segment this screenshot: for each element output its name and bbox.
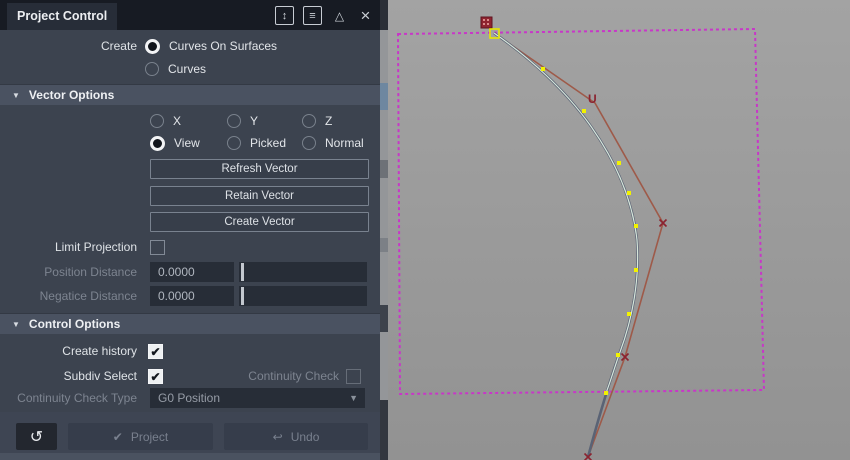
radio-view[interactable]	[150, 135, 165, 151]
retain-vector-button[interactable]: Retain Vector	[150, 186, 369, 206]
negative-distance-input[interactable]: 0.0000	[150, 286, 234, 306]
background-ui-strip	[380, 0, 388, 460]
project-control-panel: Project Control ↕ ≡ △ × Create Curves On…	[0, 0, 380, 460]
position-distance-label: Position Distance	[44, 265, 137, 279]
control-options-title: Control Options	[28, 317, 121, 331]
negative-distance-slider[interactable]	[239, 286, 367, 306]
create-label: Create	[100, 39, 137, 53]
panel-titlebar[interactable]: Project Control ↕ ≡ △ ×	[0, 0, 380, 30]
section-vector-options[interactable]: ▼ Vector Options	[0, 84, 380, 105]
radio-curves-on-surfaces[interactable]	[145, 38, 160, 54]
undo-icon: ↩	[272, 429, 283, 444]
close-icon[interactable]: ×	[360, 6, 371, 25]
project-button[interactable]: ✔ Project	[68, 423, 213, 450]
continuity-check-type-label: Continuity Check Type	[17, 391, 137, 405]
radio-z[interactable]	[302, 114, 316, 128]
negative-distance-label: Negatice Distance	[39, 289, 137, 303]
curve-edit-points[interactable]	[541, 67, 638, 395]
project-button-label: Project	[130, 429, 169, 444]
menu-list-icon[interactable]: ≡	[303, 6, 322, 25]
undo-button-label: Undo	[290, 429, 320, 444]
radio-x[interactable]	[150, 114, 164, 128]
continuity-check-type-dropdown[interactable]: G0 Position ▼	[150, 388, 365, 408]
panel-title: Project Control	[17, 9, 108, 23]
radio-z-label: Z	[325, 114, 333, 128]
radio-view-label: View	[174, 136, 200, 150]
chevron-down-icon: ▼	[12, 90, 20, 100]
cv-x-markers[interactable]	[583, 218, 668, 460]
viewport-3d[interactable]: U	[380, 0, 850, 460]
surface-boundary-dashed	[396, 27, 766, 396]
continuity-check-type-value: G0 Position	[158, 391, 221, 405]
refresh-vector-button[interactable]: Refresh Vector	[150, 159, 369, 179]
negative-distance-value: 0.0000	[158, 289, 195, 303]
subdiv-select-checkbox[interactable]: ✔	[148, 368, 163, 384]
radio-x-label: X	[173, 114, 182, 128]
limit-projection-label: Limit Projection	[54, 240, 137, 254]
curve-light-stroke	[493, 32, 639, 394]
radio-curves-label: Curves	[168, 62, 207, 76]
chevron-down-icon: ▼	[12, 319, 20, 329]
vector-options-title: Vector Options	[28, 88, 115, 102]
radio-curves-on-surfaces-label: Curves On Surfaces	[169, 39, 278, 53]
radio-y-label: Y	[250, 114, 259, 128]
refresh-vector-label: Refresh Vector	[221, 163, 298, 175]
position-distance-input[interactable]: 0.0000	[150, 262, 234, 282]
expand-vertical-icon[interactable]: ↕	[275, 6, 294, 25]
limit-projection-checkbox[interactable]	[150, 239, 165, 255]
retain-vector-label: Retain Vector	[224, 190, 295, 202]
create-history-label: Create history	[62, 344, 137, 358]
create-vector-label: Create Vector	[224, 216, 295, 228]
section-control-options[interactable]: ▼ Control Options	[0, 313, 380, 334]
subdiv-select-label: Subdiv Select	[63, 369, 137, 383]
reset-icon: ↺	[29, 428, 44, 446]
position-distance-value: 0.0000	[158, 265, 195, 279]
radio-curves[interactable]	[145, 62, 159, 76]
position-distance-slider[interactable]	[239, 262, 367, 282]
create-history-checkbox[interactable]: ✔	[148, 343, 163, 359]
collapse-triangle-icon[interactable]: △	[334, 8, 345, 23]
radio-picked-label: Picked	[250, 136, 287, 150]
dropdown-arrow-icon: ▼	[349, 393, 358, 403]
u-direction-marker: U	[588, 92, 597, 106]
panel-footer: ↺ ✔ Project ↩ Undo	[0, 412, 380, 453]
slider-handle[interactable]	[241, 287, 244, 305]
undo-button[interactable]: ↩ Undo	[224, 423, 368, 450]
radio-picked[interactable]	[227, 136, 241, 150]
panel-title-tab[interactable]: Project Control	[7, 3, 118, 30]
radio-normal-label: Normal	[325, 136, 364, 150]
radio-normal[interactable]	[302, 136, 316, 150]
panel-bottom-edge	[0, 453, 380, 460]
check-icon: ✔	[112, 429, 123, 444]
continuity-check-checkbox[interactable]	[346, 368, 361, 384]
viewport-canvas[interactable]: U	[380, 0, 850, 460]
curve-start-point[interactable]	[489, 28, 500, 39]
create-vector-button[interactable]: Create Vector	[150, 212, 369, 232]
surface-corner-marker[interactable]	[480, 16, 493, 29]
continuity-check-label: Continuity Check	[248, 369, 339, 383]
reset-button[interactable]: ↺	[16, 423, 57, 450]
slider-handle[interactable]	[241, 263, 244, 281]
radio-y[interactable]	[227, 114, 241, 128]
